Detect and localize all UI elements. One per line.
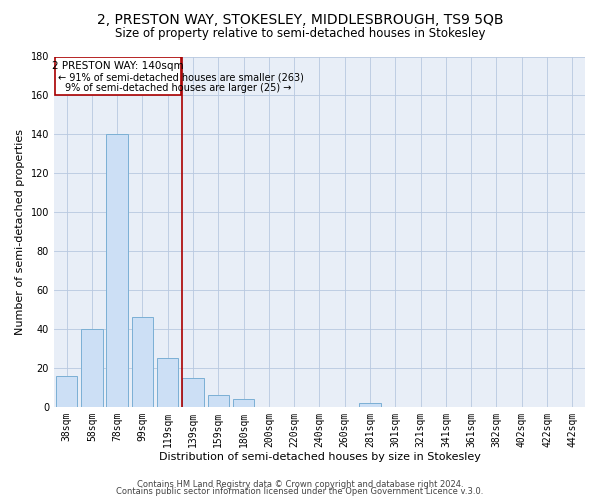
Bar bbox=[182, 378, 204, 407]
Bar bbox=[106, 134, 128, 407]
Text: Contains HM Land Registry data © Crown copyright and database right 2024.: Contains HM Land Registry data © Crown c… bbox=[137, 480, 463, 489]
Text: ← 91% of semi-detached houses are smaller (263): ← 91% of semi-detached houses are smalle… bbox=[58, 72, 304, 82]
Text: Contains public sector information licensed under the Open Government Licence v.: Contains public sector information licen… bbox=[116, 488, 484, 496]
Bar bbox=[359, 403, 381, 407]
Text: 2, PRESTON WAY, STOKESLEY, MIDDLESBROUGH, TS9 5QB: 2, PRESTON WAY, STOKESLEY, MIDDLESBROUGH… bbox=[97, 12, 503, 26]
Text: 9% of semi-detached houses are larger (25) →: 9% of semi-detached houses are larger (2… bbox=[65, 83, 292, 93]
Text: Size of property relative to semi-detached houses in Stokesley: Size of property relative to semi-detach… bbox=[115, 28, 485, 40]
Bar bbox=[81, 329, 103, 407]
X-axis label: Distribution of semi-detached houses by size in Stokesley: Distribution of semi-detached houses by … bbox=[158, 452, 481, 462]
Bar bbox=[233, 399, 254, 407]
Bar bbox=[208, 395, 229, 407]
Y-axis label: Number of semi-detached properties: Number of semi-detached properties bbox=[15, 128, 25, 334]
Text: 2 PRESTON WAY: 140sqm: 2 PRESTON WAY: 140sqm bbox=[52, 62, 184, 72]
Bar bbox=[56, 376, 77, 407]
Bar bbox=[55, 58, 181, 96]
Bar bbox=[157, 358, 178, 407]
Bar bbox=[131, 318, 153, 407]
